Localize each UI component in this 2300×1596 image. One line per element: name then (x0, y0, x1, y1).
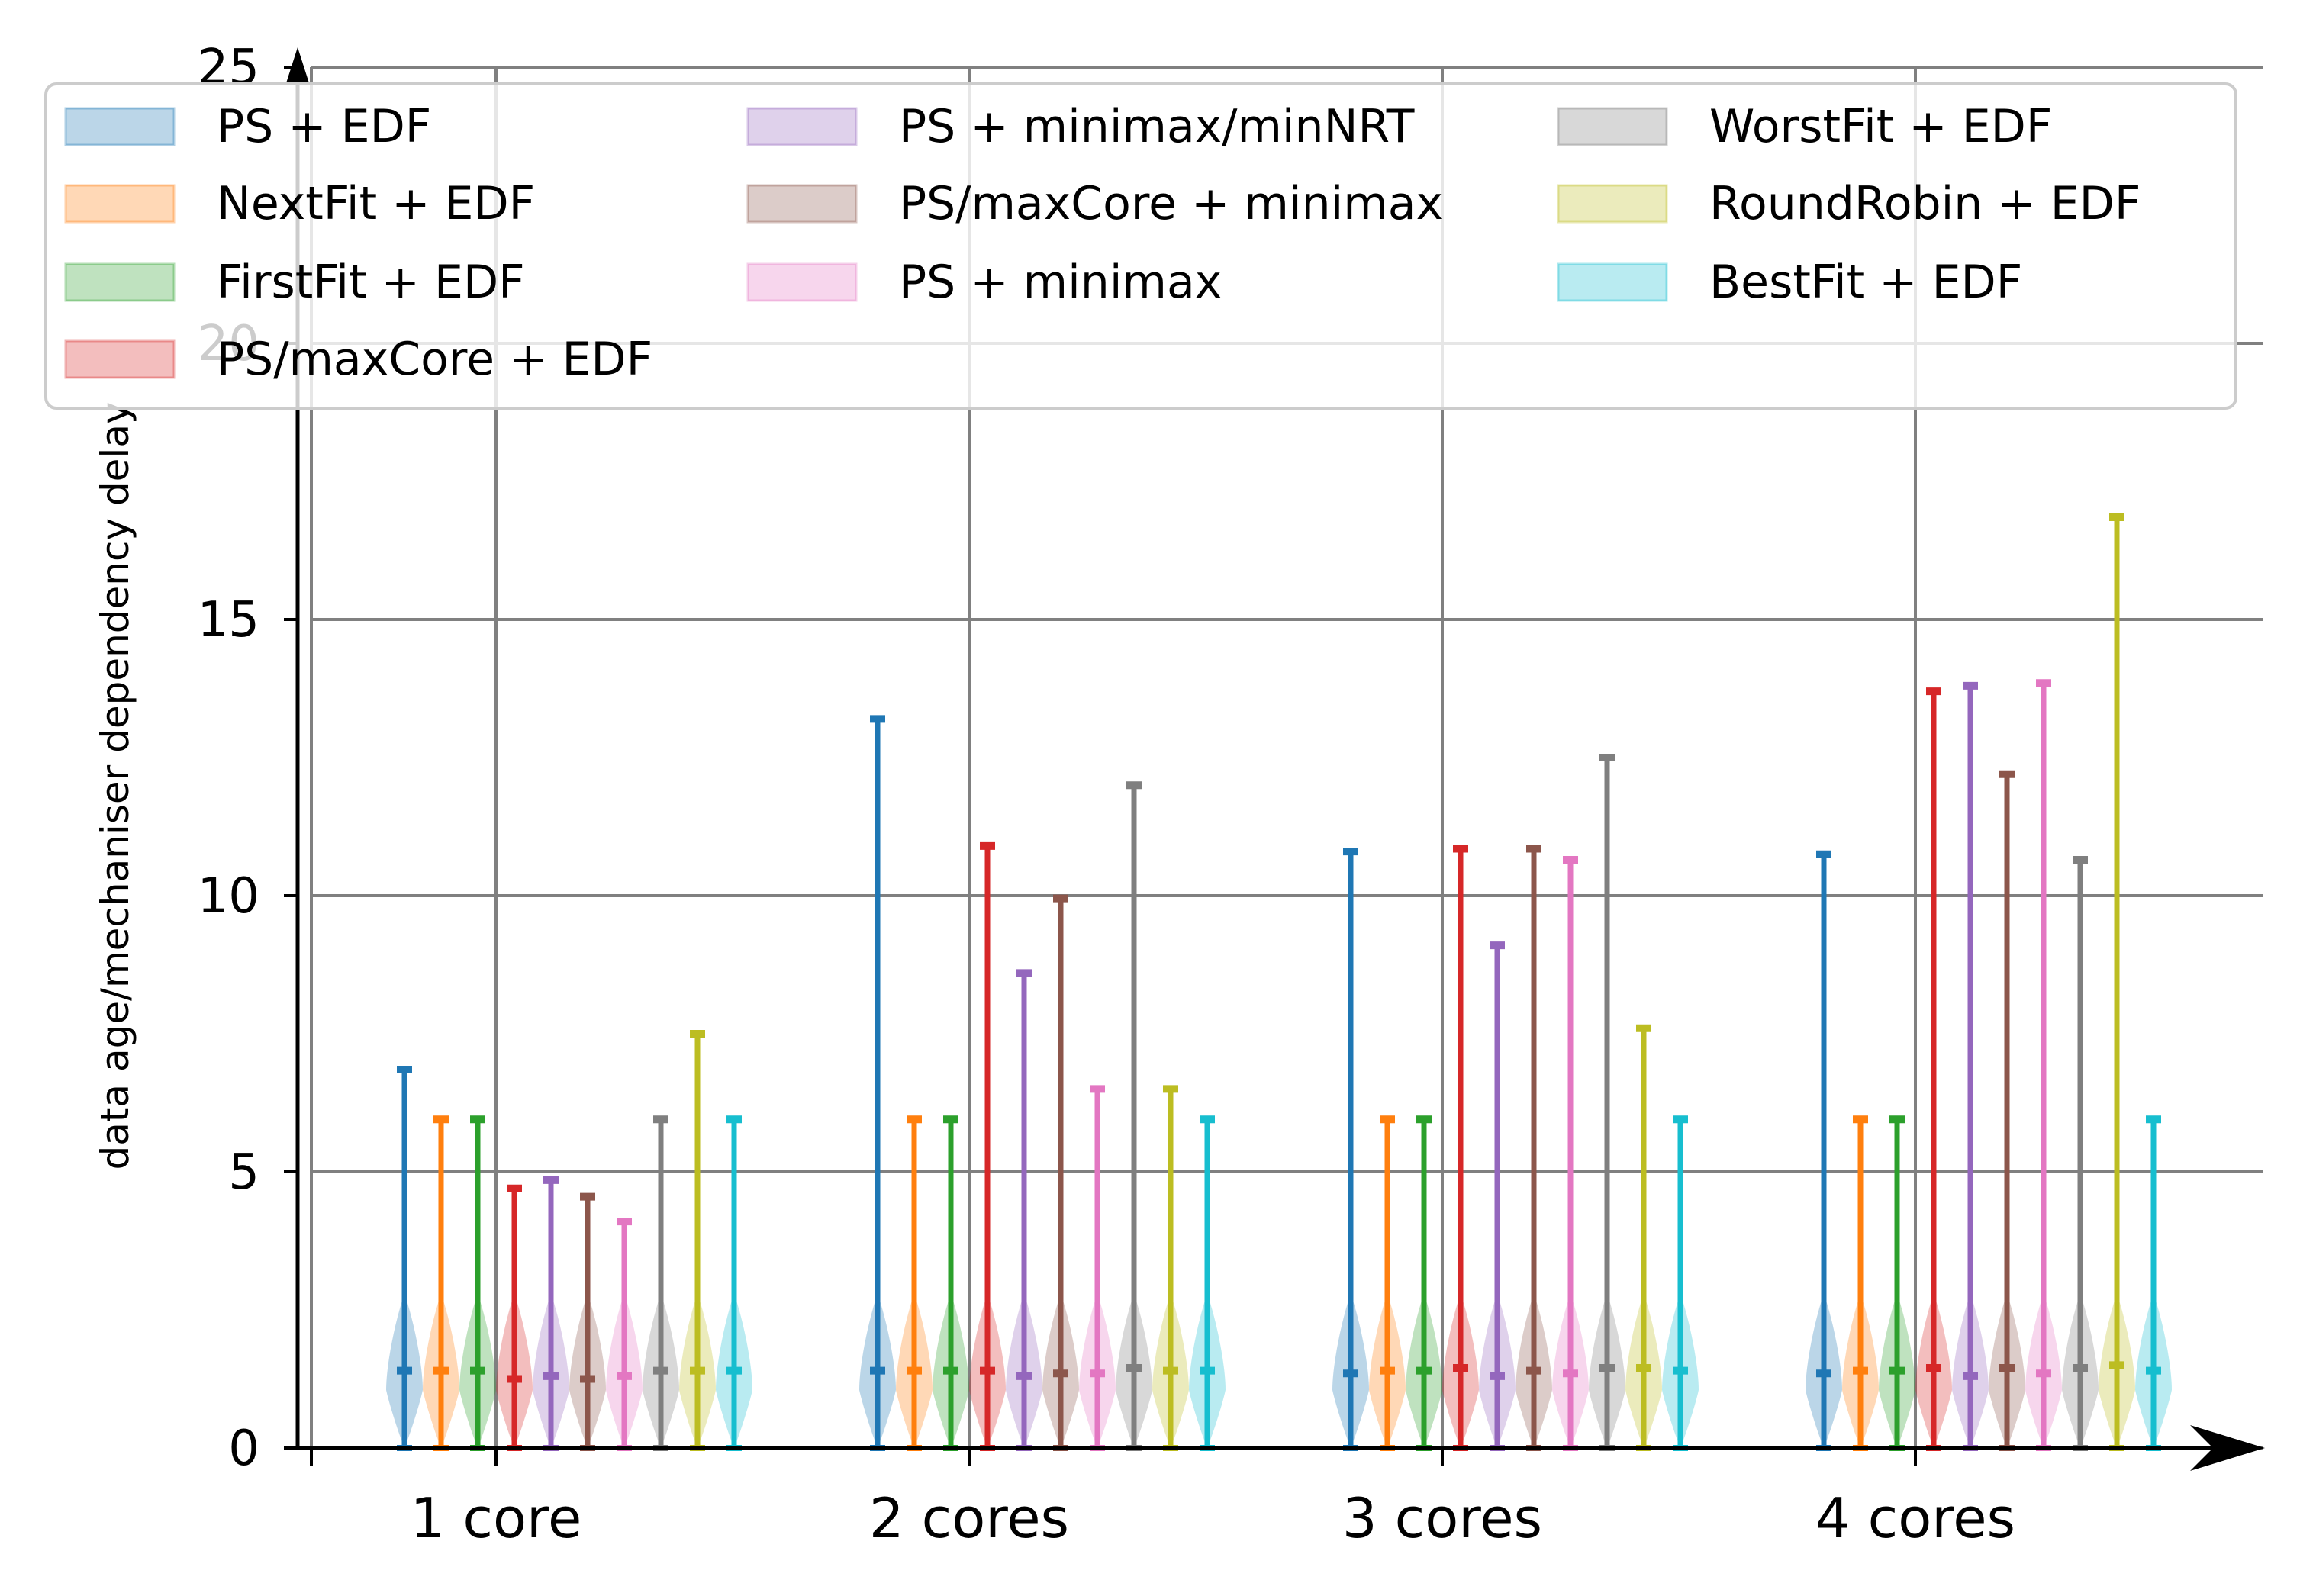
legend-label-8: RoundRobin + EDF (1709, 177, 2141, 230)
legend-swatch-0 (64, 107, 176, 146)
legend-label-6: PS + minimax (899, 256, 1222, 309)
legend-label-4: PS + minimax/minNRT (899, 100, 1415, 153)
legend-swatch-4 (746, 107, 858, 146)
legend-swatch-3 (64, 339, 176, 379)
legend-swatch-8 (1557, 184, 1668, 224)
legend-label-9: BestFit + EDF (1709, 256, 2022, 309)
legend-label-0: PS + EDF (217, 100, 431, 153)
y-axis-label: data age/mechaniser dependency delay (93, 401, 137, 1170)
legend-label-1: NextFit + EDF (217, 177, 535, 230)
legend-swatch-1 (64, 184, 176, 224)
legend-label-5: PS/maxCore + minimax (899, 177, 1443, 230)
x-tick-label-1: 2 cores (869, 1486, 1069, 1550)
x-tick-label-3: 4 cores (1815, 1486, 2015, 1550)
legend-swatch-5 (746, 184, 858, 224)
legend-label-2: FirstFit + EDF (217, 256, 525, 309)
y-tick-label-0: 0 (228, 1421, 259, 1477)
y-tick-label-2: 10 (198, 868, 259, 925)
y-tick-label-3: 15 (198, 592, 259, 648)
violins (386, 513, 2172, 1451)
legend-swatch-2 (64, 262, 176, 302)
x-ticks: 1 core 2 cores 3 cores 4 cores (310, 1448, 2015, 1550)
legend-swatch-6 (746, 262, 858, 302)
x-tick-label-0: 1 core (411, 1486, 582, 1550)
legend-swatch-7 (1557, 107, 1668, 146)
x-tick-label-2: 3 cores (1342, 1486, 1542, 1550)
legend-frame (44, 82, 2237, 410)
y-tick-label-1: 5 (228, 1144, 259, 1201)
legend-label-7: WorstFit + EDF (1709, 100, 2052, 153)
legend-label-3: PS/maxCore + EDF (217, 333, 652, 386)
x-axis-arrow (2190, 1425, 2265, 1471)
legend: PS + EDF NextFit + EDF FirstFit + EDF PS/ma… (44, 82, 2237, 410)
legend-swatch-9 (1557, 262, 1668, 302)
